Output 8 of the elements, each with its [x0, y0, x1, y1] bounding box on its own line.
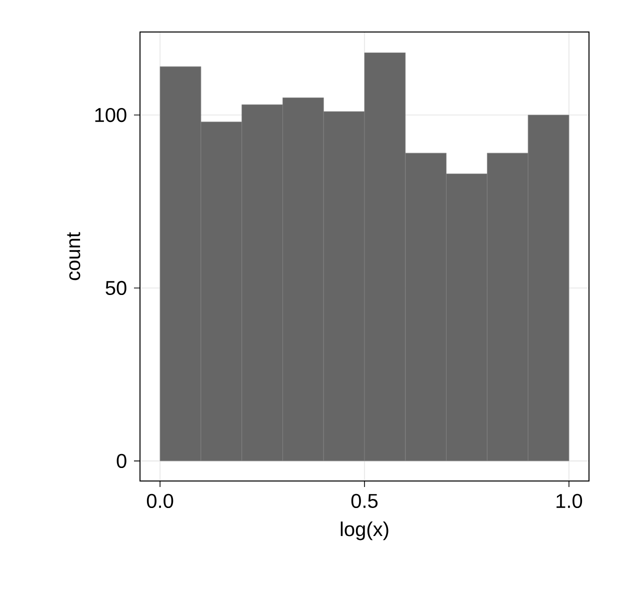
- y-axis-title: count: [67, 232, 80, 280]
- y-tick-label: 50: [106, 280, 126, 296]
- x-tick-label: 1.0: [556, 494, 582, 508]
- y-tick-label: 0: [116, 454, 126, 468]
- x-tick-label: 0.0: [146, 494, 174, 508]
- y-tick-label: 100: [95, 108, 126, 122]
- x-axis-title: log(x): [340, 522, 388, 540]
- x-tick-label: 0.5: [351, 494, 378, 508]
